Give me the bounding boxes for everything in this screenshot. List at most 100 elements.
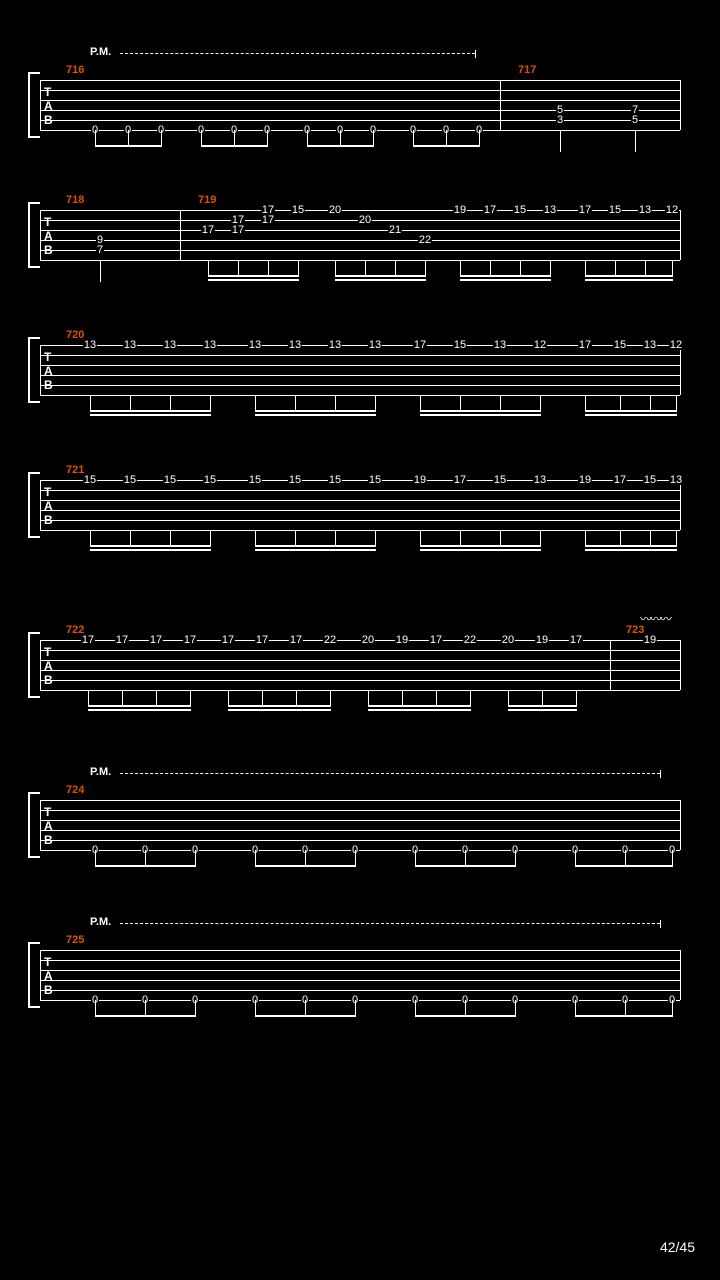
fret-number: 17 bbox=[149, 635, 163, 645]
fret-number: 15 bbox=[453, 340, 467, 350]
fret-number: 22 bbox=[323, 635, 337, 645]
fret-number: 17 bbox=[613, 475, 627, 485]
fret-number: 17 bbox=[483, 205, 497, 215]
system-bracket bbox=[28, 792, 38, 858]
fret-number: 3 bbox=[556, 115, 564, 125]
fret-number: 15 bbox=[248, 475, 262, 485]
system-bracket bbox=[28, 337, 38, 403]
barline bbox=[680, 480, 681, 530]
tab-clef: TAB bbox=[44, 350, 53, 392]
fret-number: 15 bbox=[608, 205, 622, 215]
fret-number: 19 bbox=[413, 475, 427, 485]
fret-number: 17 bbox=[221, 635, 235, 645]
fret-number: 13 bbox=[493, 340, 507, 350]
system-bracket bbox=[28, 632, 38, 698]
fret-number: 13 bbox=[669, 475, 683, 485]
tab-clef: TAB bbox=[44, 805, 53, 847]
fret-number: 17 bbox=[201, 225, 215, 235]
tab-staff: TAB72115151515151515151917151319171513 bbox=[40, 480, 680, 530]
tab-system: TAB7187199717171717171520202122191715131… bbox=[40, 210, 680, 260]
fret-number: 15 bbox=[163, 475, 177, 485]
fret-number: 13 bbox=[248, 340, 262, 350]
rhythm-stems bbox=[40, 690, 680, 712]
rhythm-stems bbox=[40, 395, 680, 417]
fret-number: 15 bbox=[123, 475, 137, 485]
system-bracket bbox=[28, 472, 38, 538]
fret-number: 13 bbox=[533, 475, 547, 485]
fret-number: 19 bbox=[578, 475, 592, 485]
tab-clef: TAB bbox=[44, 485, 53, 527]
measure-number: 725 bbox=[66, 934, 84, 946]
barline bbox=[40, 950, 41, 1000]
fret-number: 15 bbox=[513, 205, 527, 215]
barline bbox=[680, 640, 681, 690]
fret-number: 17 bbox=[413, 340, 427, 350]
fret-number: 13 bbox=[543, 205, 557, 215]
system-bracket bbox=[28, 202, 38, 268]
fret-number: 13 bbox=[638, 205, 652, 215]
fret-number: 15 bbox=[493, 475, 507, 485]
barline bbox=[40, 345, 41, 395]
barline bbox=[40, 210, 41, 260]
fret-number: 21 bbox=[388, 225, 402, 235]
fret-number: 17 bbox=[453, 475, 467, 485]
fret-number: 13 bbox=[368, 340, 382, 350]
tab-staff: TAB725000000000000 bbox=[40, 950, 680, 1000]
fret-number: 5 bbox=[631, 115, 639, 125]
tab-clef: TAB bbox=[44, 645, 53, 687]
tab-staff: TAB724000000000000 bbox=[40, 800, 680, 850]
fret-number: 17 bbox=[183, 635, 197, 645]
fret-number: 15 bbox=[291, 205, 305, 215]
barline bbox=[40, 800, 41, 850]
fret-number: 13 bbox=[643, 340, 657, 350]
tab-system: TAB72013131313131313131715131217151312 bbox=[40, 345, 680, 395]
fret-number: 20 bbox=[328, 205, 342, 215]
rhythm-stems bbox=[40, 1000, 680, 1022]
fret-number: 17 bbox=[569, 635, 583, 645]
rhythm-stems bbox=[40, 130, 680, 152]
fret-number: 22 bbox=[418, 235, 432, 245]
fret-number: 13 bbox=[203, 340, 217, 350]
barline bbox=[180, 210, 181, 260]
fret-number: 15 bbox=[83, 475, 97, 485]
measure-number: 720 bbox=[66, 329, 84, 341]
fret-number: 13 bbox=[328, 340, 342, 350]
fret-number: 13 bbox=[123, 340, 137, 350]
fret-number: 15 bbox=[288, 475, 302, 485]
pm-extent bbox=[120, 923, 660, 924]
fret-number: 17 bbox=[115, 635, 129, 645]
barline bbox=[680, 80, 681, 130]
pm-extent bbox=[120, 53, 475, 54]
fret-number: 15 bbox=[613, 340, 627, 350]
tab-staff: TAB7167170000000000005375 bbox=[40, 80, 680, 130]
measure-number: 716 bbox=[66, 64, 84, 76]
tab-staff: TAB7227231717171717171722201917222019171… bbox=[40, 640, 680, 690]
tab-staff: TAB7187199717171717171520202122191715131… bbox=[40, 210, 680, 260]
fret-number: 17 bbox=[255, 635, 269, 645]
tab-sheet-page: P.M.TAB7167170000000000005375TAB71871997… bbox=[0, 0, 720, 1280]
fret-number: 15 bbox=[203, 475, 217, 485]
barline bbox=[680, 800, 681, 850]
barline bbox=[500, 80, 501, 130]
fret-number: 13 bbox=[83, 340, 97, 350]
barline bbox=[40, 80, 41, 130]
pm-label: P.M. bbox=[90, 766, 111, 778]
fret-number: 19 bbox=[643, 635, 657, 645]
tab-system: P.M.TAB7167170000000000005375 bbox=[40, 80, 680, 130]
fret-number: 15 bbox=[328, 475, 342, 485]
tab-system: TAB72115151515151515151917151319171513 bbox=[40, 480, 680, 530]
barline bbox=[610, 640, 611, 690]
fret-number: 15 bbox=[368, 475, 382, 485]
fret-number: 12 bbox=[665, 205, 679, 215]
pm-extent bbox=[120, 773, 660, 774]
fret-number: 20 bbox=[361, 635, 375, 645]
fret-number: 17 bbox=[289, 635, 303, 645]
fret-number: 17 bbox=[261, 215, 275, 225]
page-number: 42/45 bbox=[660, 1239, 695, 1255]
measure-number: 717 bbox=[518, 64, 536, 76]
rhythm-stems bbox=[40, 260, 680, 282]
pm-label: P.M. bbox=[90, 46, 111, 58]
fret-number: 13 bbox=[288, 340, 302, 350]
tab-clef: TAB bbox=[44, 955, 53, 997]
fret-number: 17 bbox=[429, 635, 443, 645]
